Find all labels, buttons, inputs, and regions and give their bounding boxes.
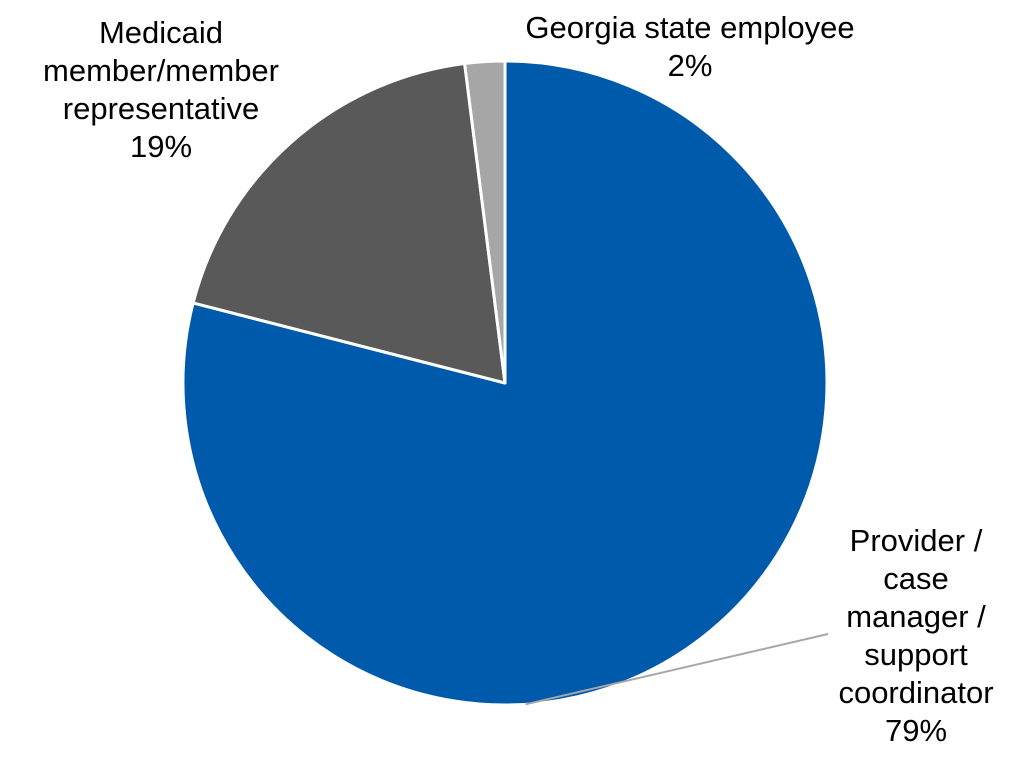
slice-labels: Provider / case manager / support coordinato… — [43, 10, 994, 748]
pie-slices — [181, 59, 829, 707]
slice-name-line: member/member — [43, 53, 279, 88]
slice-name-line: manager / — [846, 599, 986, 634]
slice-label-georgia-state-employee: Georgia state employee 2% — [525, 10, 854, 83]
slice-name-line: representative — [63, 91, 259, 126]
slice-name-line: Medicaid — [99, 15, 223, 50]
slice-name-line: case — [883, 561, 948, 596]
slice-value-label: 19% — [130, 129, 192, 164]
leader-lines — [525, 633, 829, 706]
pie-slice-medicaid-member-member-representative — [191, 62, 507, 385]
slice-name-line: coordinator — [838, 675, 993, 710]
slice-name-line: support — [864, 637, 968, 672]
pie-slice-georgia-state-employee — [463, 59, 507, 385]
slice-name-line: Georgia state employee — [525, 10, 854, 45]
slice-value-label: 79% — [885, 713, 947, 748]
slice-value-label: 2% — [668, 48, 713, 83]
slice-label-medicaid-member-member-representative: Medicaid member/member representative 19% — [43, 15, 279, 164]
slice-label-provider-case-manager-support-coordinator: Provider / case manager / support coordinato… — [838, 523, 993, 748]
leader-line — [525, 633, 829, 706]
slice-name-line: Provider / — [850, 523, 983, 558]
